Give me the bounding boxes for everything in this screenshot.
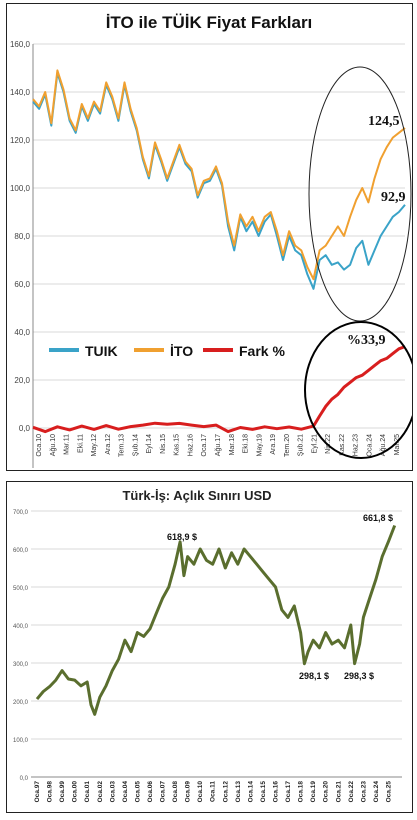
y-tick-label: 20,0 (14, 376, 30, 385)
x-tick-label: Oca.21 (335, 781, 342, 803)
legend-label-tuik: TUIK (85, 343, 118, 359)
x-tick-label: Oca.05 (134, 781, 141, 803)
y-tick-label: 80,0 (14, 232, 30, 241)
x-tick-label: Oca.24 (366, 434, 373, 457)
x-tick-label: Ağu.24 (380, 434, 387, 456)
ito-tuik-chart-panel: İTO ile TÜİK Fiyat Farkları 0,0 20,0 40,0 6… (6, 3, 413, 471)
annotation-tuik-last: 92,9 (381, 190, 406, 205)
x-tick-label: Oca.10 (197, 781, 204, 803)
x-tick-label: Mar.25 (394, 434, 401, 456)
annotation-ito-last: 124,5 (368, 114, 400, 129)
x-tick-label: Tem.20 (284, 434, 291, 457)
annotation-last-2025: 661,8 $ (363, 513, 393, 523)
x-tick-label: Oca.15 (260, 781, 267, 803)
annotation-low-2022: 298,3 $ (344, 671, 374, 681)
x-tick-label: Eki.11 (77, 434, 84, 453)
x-tick-label: Ağu.17 (215, 434, 222, 456)
annotation-peak-2008: 618,9 $ (167, 532, 197, 542)
x-tick-label: Eki.18 (243, 434, 250, 454)
legend-label-ito: İTO (170, 343, 193, 359)
y-tick-label: 600,0 (13, 548, 29, 554)
x-tick-label: Oca.04 (122, 781, 129, 803)
x-tick-label: Oca.07 (160, 781, 167, 803)
x-tick-label: Oca.18 (298, 781, 305, 803)
x-tick-label: Şub.21 (298, 434, 305, 456)
y-tick-label: 160,0 (10, 40, 31, 49)
y-tick-label: 300,0 (13, 662, 29, 668)
y-tick-label: 120,0 (10, 136, 31, 145)
x-tick-label: Oca.01 (84, 781, 91, 803)
x-tick-label: Oca.12 (222, 781, 229, 803)
y-tick-label: 0,0 (20, 776, 29, 782)
x-tick-label: Oca.06 (147, 781, 154, 803)
x-tick-label: Oca.11 (210, 781, 217, 802)
x-tick-label: Haz.16 (187, 434, 194, 456)
y-tick-label: 0,0 (19, 424, 31, 433)
highlight-ellipse-lower (304, 321, 412, 459)
x-tick-label: Nis.22 (325, 434, 332, 454)
series-line-tuik (32, 71, 406, 290)
annotation-low-2018: 298,1 $ (299, 671, 329, 681)
x-tick-label: Oca.17 (201, 434, 208, 457)
x-tick-label: Oca.16 (272, 781, 279, 803)
legend-label-fark: Fark % (239, 343, 285, 359)
y-tick-label: 400,0 (13, 624, 29, 630)
y-tick-label: 40,0 (14, 328, 30, 337)
x-tick-label: Oca.13 (235, 781, 242, 803)
x-tick-label: Oca.08 (172, 781, 179, 803)
x-tick-label: May.12 (91, 434, 98, 457)
x-tick-label: Haz.23 (353, 434, 360, 456)
ito-tuik-chart: İTO ile TÜİK Fiyat Farkları 0,0 20,0 40,0 6… (10, 13, 412, 468)
x-tick-label: Ağu.10 (50, 434, 57, 456)
x-tick-label: Eyl.14 (146, 434, 153, 454)
y-tick-label: 140,0 (10, 88, 31, 97)
y-tick-label: 100,0 (10, 184, 31, 193)
x-tick-label: Oca.17 (285, 781, 292, 803)
x-tick-label: Oca.20 (323, 781, 330, 803)
y-tick-label: 500,0 (13, 586, 29, 592)
annotation-fark-last: %33,9 (347, 333, 386, 348)
x-tick-label: Oca.24 (373, 781, 380, 803)
x-tick-label: Oca.23 (360, 781, 367, 803)
x-tick-label: Oca.10 (36, 434, 43, 457)
x-tick-label: Oca.25 (385, 781, 392, 803)
series-line-aclik-siniri (35, 524, 397, 716)
legend: TUIK İTO Fark % (49, 343, 285, 359)
x-tick-label: Tem.13 (119, 434, 126, 457)
x-tick-label: Oca.19 (310, 781, 317, 803)
x-tick-label: Oca.14 (247, 781, 254, 803)
highlight-ellipse-upper (308, 66, 412, 322)
y-tick-label: 60,0 (14, 280, 30, 289)
y-tick-label: 200,0 (13, 700, 29, 706)
x-tick-label: Oca.97 (34, 781, 41, 803)
aclik-siniri-chart-panel: Türk-İş: Açlık Sınırı USD 0,0 100,0 200,0 3… (6, 481, 413, 813)
chart-title: İTO ile TÜİK Fiyat Farkları (106, 13, 313, 32)
x-tick-label: Oca.03 (109, 781, 116, 803)
x-tick-label: Kas.15 (174, 434, 181, 456)
x-tick-label: Oca.98 (47, 781, 54, 803)
series-line-fark (32, 345, 406, 434)
x-tick-label: Oca.99 (59, 781, 66, 803)
x-tick-label: Ara.19 (270, 434, 277, 455)
x-tick-label: May.19 (256, 434, 263, 457)
y-tick-label: 100,0 (13, 738, 29, 744)
chart-title: Türk-İş: Açlık Sınırı USD (122, 488, 271, 503)
aclik-siniri-chart: Türk-İş: Açlık Sınırı USD 0,0 100,0 200,0 3… (13, 488, 402, 803)
x-tick-label: Oca.09 (185, 781, 192, 803)
x-tick-label: Ara.12 (105, 434, 112, 455)
x-tick-label: Kas.22 (339, 434, 346, 456)
x-tick-label: Mar.18 (229, 434, 236, 456)
x-tick-label: Şub.14 (132, 434, 139, 456)
x-tick-label: Oca.00 (72, 781, 79, 803)
x-tick-label: Mar.11 (64, 434, 71, 455)
series-line-ito (32, 69, 406, 281)
x-tick-label: Oca.02 (97, 781, 104, 803)
y-tick-label: 700,0 (13, 510, 29, 516)
x-tick-label: Oca.22 (348, 781, 355, 803)
x-tick-label: Eyl.21 (311, 434, 318, 454)
x-tick-label: Nis.15 (160, 434, 167, 454)
